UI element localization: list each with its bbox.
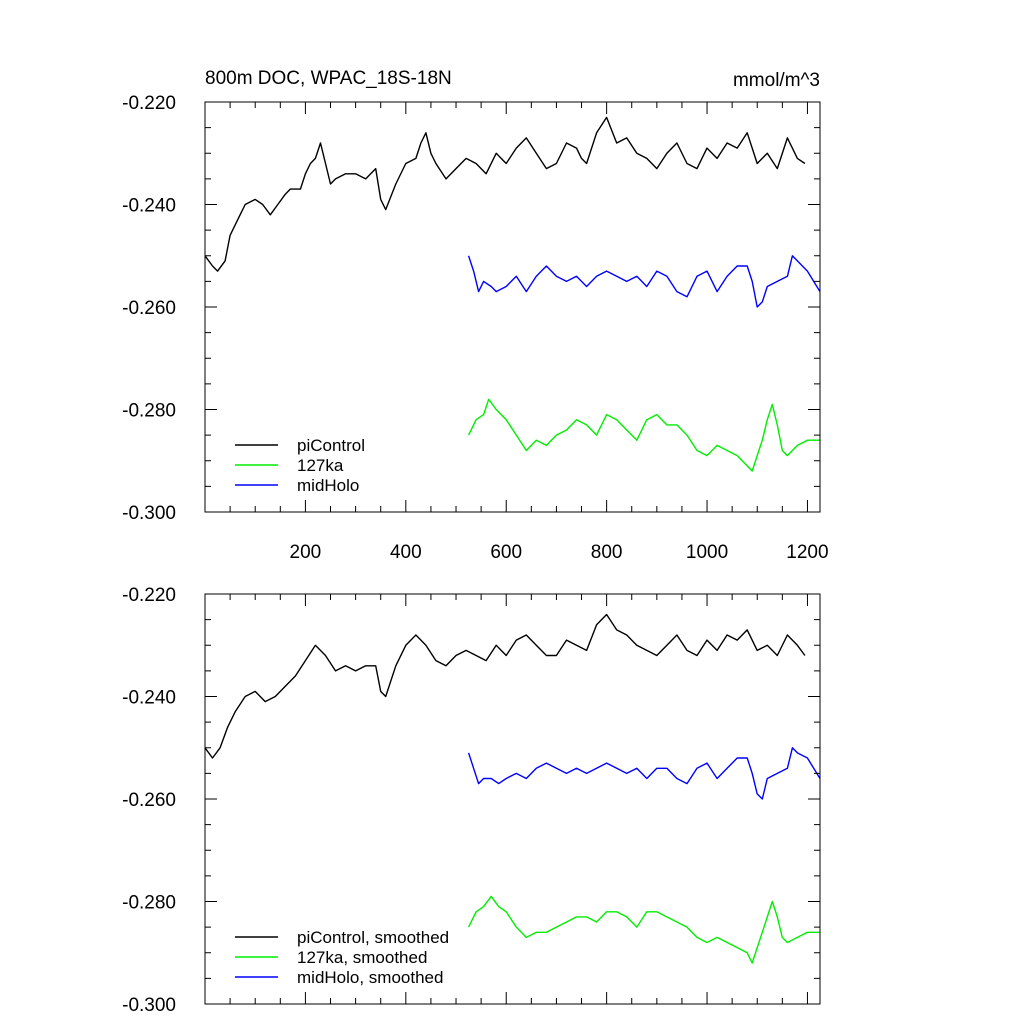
bottom-axis-ticks: -0.220 -0.240 -0.260 -0.280 -0.300 bbox=[122, 585, 820, 1016]
units-label: mmol/m^3 bbox=[733, 70, 820, 91]
y-tick-label: -0.300 bbox=[122, 995, 176, 1016]
x-tick-label: 1000 bbox=[686, 542, 728, 563]
chart-title: 800m DOC, WPAC_18S-18N bbox=[205, 68, 452, 89]
series-line-127ka bbox=[467, 398, 820, 472]
series-line-midholo bbox=[467, 255, 821, 308]
y-tick-label: -0.300 bbox=[122, 503, 176, 524]
x-tick-label: 1200 bbox=[786, 542, 828, 563]
x-tick-label: 200 bbox=[290, 542, 322, 563]
y-tick-label: -0.240 bbox=[122, 196, 176, 217]
series-line-midholo-smoothed bbox=[467, 747, 821, 800]
y-tick-label: -0.220 bbox=[122, 93, 176, 114]
legend-label-midholo-smoothed: midHolo, smoothed bbox=[297, 968, 443, 987]
legend-label-midholo: midHolo bbox=[297, 476, 359, 495]
top-series-group bbox=[204, 116, 821, 472]
bottom-panel: -0.220 -0.240 -0.260 -0.280 -0.300 piControl… bbox=[122, 585, 821, 1016]
bottom-series-group bbox=[204, 613, 821, 964]
y-tick-label: -0.280 bbox=[122, 401, 176, 422]
y-tick-label: -0.240 bbox=[122, 688, 176, 709]
y-tick-label: -0.280 bbox=[122, 893, 176, 914]
legend-label-picontrol-smoothed: piControl, smoothed bbox=[297, 928, 449, 947]
top-axis-ticks: -0.220 -0.240 -0.260 -0.280 -0.300 200 400 600 8… bbox=[122, 93, 828, 563]
top-plot-frame bbox=[204, 101, 821, 513]
y-tick-label: -0.220 bbox=[122, 585, 176, 606]
x-tick-label: 600 bbox=[490, 542, 522, 563]
series-line-picontrol-smoothed bbox=[204, 613, 806, 759]
legend-label-127ka-smoothed: 127ka, smoothed bbox=[297, 948, 427, 967]
y-tick-label: -0.260 bbox=[122, 298, 176, 319]
bottom-plot-frame bbox=[204, 593, 821, 1005]
legend-label-picontrol: piControl bbox=[297, 436, 365, 455]
legend-label-127ka: 127ka bbox=[297, 456, 344, 475]
series-line-127ka-smoothed bbox=[467, 895, 820, 964]
series-line-picontrol bbox=[204, 116, 806, 272]
top-panel: -0.220 -0.240 -0.260 -0.280 -0.300 200 400 600 8… bbox=[122, 93, 828, 563]
x-tick-label: 400 bbox=[390, 542, 422, 563]
y-tick-label: -0.260 bbox=[122, 790, 176, 811]
x-tick-label: 800 bbox=[591, 542, 623, 563]
